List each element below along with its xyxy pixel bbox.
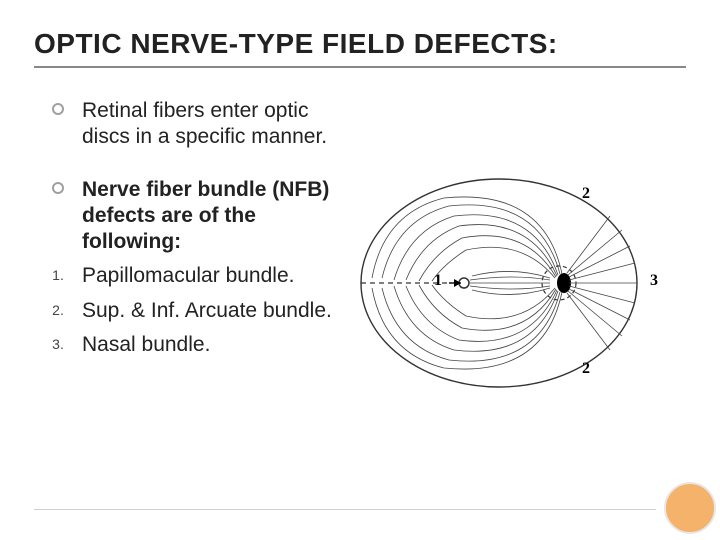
corner-decoration-icon xyxy=(664,482,716,534)
num-bullet-text: 1. xyxy=(52,267,64,283)
bullet-text: Nerve fiber bundle (NFB) defects are of … xyxy=(82,177,344,256)
number-text: Nasal bundle. xyxy=(82,332,210,358)
numbered-item: 2. Sup. & Inf. Arcuate bundle. xyxy=(34,298,344,324)
slide-title: OPTIC NERVE-TYPE FIELD DEFECTS: xyxy=(34,28,686,60)
bullet-marker xyxy=(34,98,82,151)
figure-label-2-top: 2 xyxy=(582,185,590,203)
figure-label-3: 3 xyxy=(650,272,658,290)
numbered-item: 3. Nasal bundle. xyxy=(34,332,344,358)
retina-svg xyxy=(354,168,674,398)
bullet-item: Nerve fiber bundle (NFB) defects are of … xyxy=(34,177,344,256)
circle-bullet-icon xyxy=(52,182,64,194)
num-bullet-text: 3. xyxy=(52,336,64,352)
numbered-item: 1. Papillomacular bundle. xyxy=(34,263,344,289)
bullet-marker xyxy=(34,177,82,256)
number-marker: 3. xyxy=(34,332,82,358)
footer-line xyxy=(34,509,656,510)
number-text: Sup. & Inf. Arcuate bundle. xyxy=(82,298,332,324)
optic-disc-icon xyxy=(557,273,571,293)
bullet-item: Retinal fibers enter optic discs in a sp… xyxy=(34,98,344,151)
figure-label-1: 1 xyxy=(434,272,442,290)
figure-label-2-bottom: 2 xyxy=(582,360,590,378)
slide: OPTIC NERVE-TYPE FIELD DEFECTS: Retinal … xyxy=(0,0,720,540)
title-underline xyxy=(34,66,686,68)
circle-bullet-icon xyxy=(52,103,64,115)
number-marker: 1. xyxy=(34,263,82,289)
text-column: Retinal fibers enter optic discs in a sp… xyxy=(34,98,344,398)
figure-column: 2 2 1 3 xyxy=(344,98,686,398)
number-marker: 2. xyxy=(34,298,82,324)
bullet-text: Retinal fibers enter optic discs in a sp… xyxy=(82,98,344,151)
content-row: Retinal fibers enter optic discs in a sp… xyxy=(34,98,686,398)
num-bullet-text: 2. xyxy=(52,302,64,318)
retina-figure: 2 2 1 3 xyxy=(354,168,674,398)
number-text: Papillomacular bundle. xyxy=(82,263,294,289)
